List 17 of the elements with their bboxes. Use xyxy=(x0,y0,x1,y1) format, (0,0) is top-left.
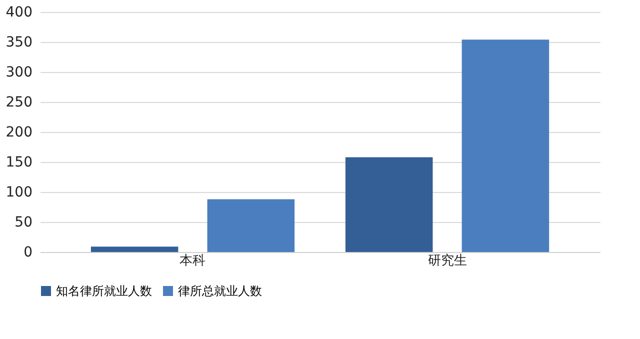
y-tick-label: 350 xyxy=(6,34,32,50)
legend-label: 律所总就业人数 xyxy=(178,284,262,298)
y-tick-label: 250 xyxy=(6,94,32,110)
x-tick-label: 本科 xyxy=(180,254,206,268)
bar xyxy=(345,157,433,252)
y-tick-label: 300 xyxy=(6,64,32,80)
bar xyxy=(462,40,550,252)
bar xyxy=(207,199,295,252)
y-tick-label: 200 xyxy=(6,124,32,140)
y-tick-label: 400 xyxy=(6,4,32,20)
y-tick-label: 100 xyxy=(6,184,32,200)
legend-label: 知名律所就业人数 xyxy=(56,284,152,298)
y-tick-label: 50 xyxy=(14,214,32,230)
y-tick-label: 150 xyxy=(6,154,32,170)
x-tick-label: 研究生 xyxy=(428,254,467,268)
y-tick-label: 0 xyxy=(24,244,32,260)
bar xyxy=(90,246,178,252)
